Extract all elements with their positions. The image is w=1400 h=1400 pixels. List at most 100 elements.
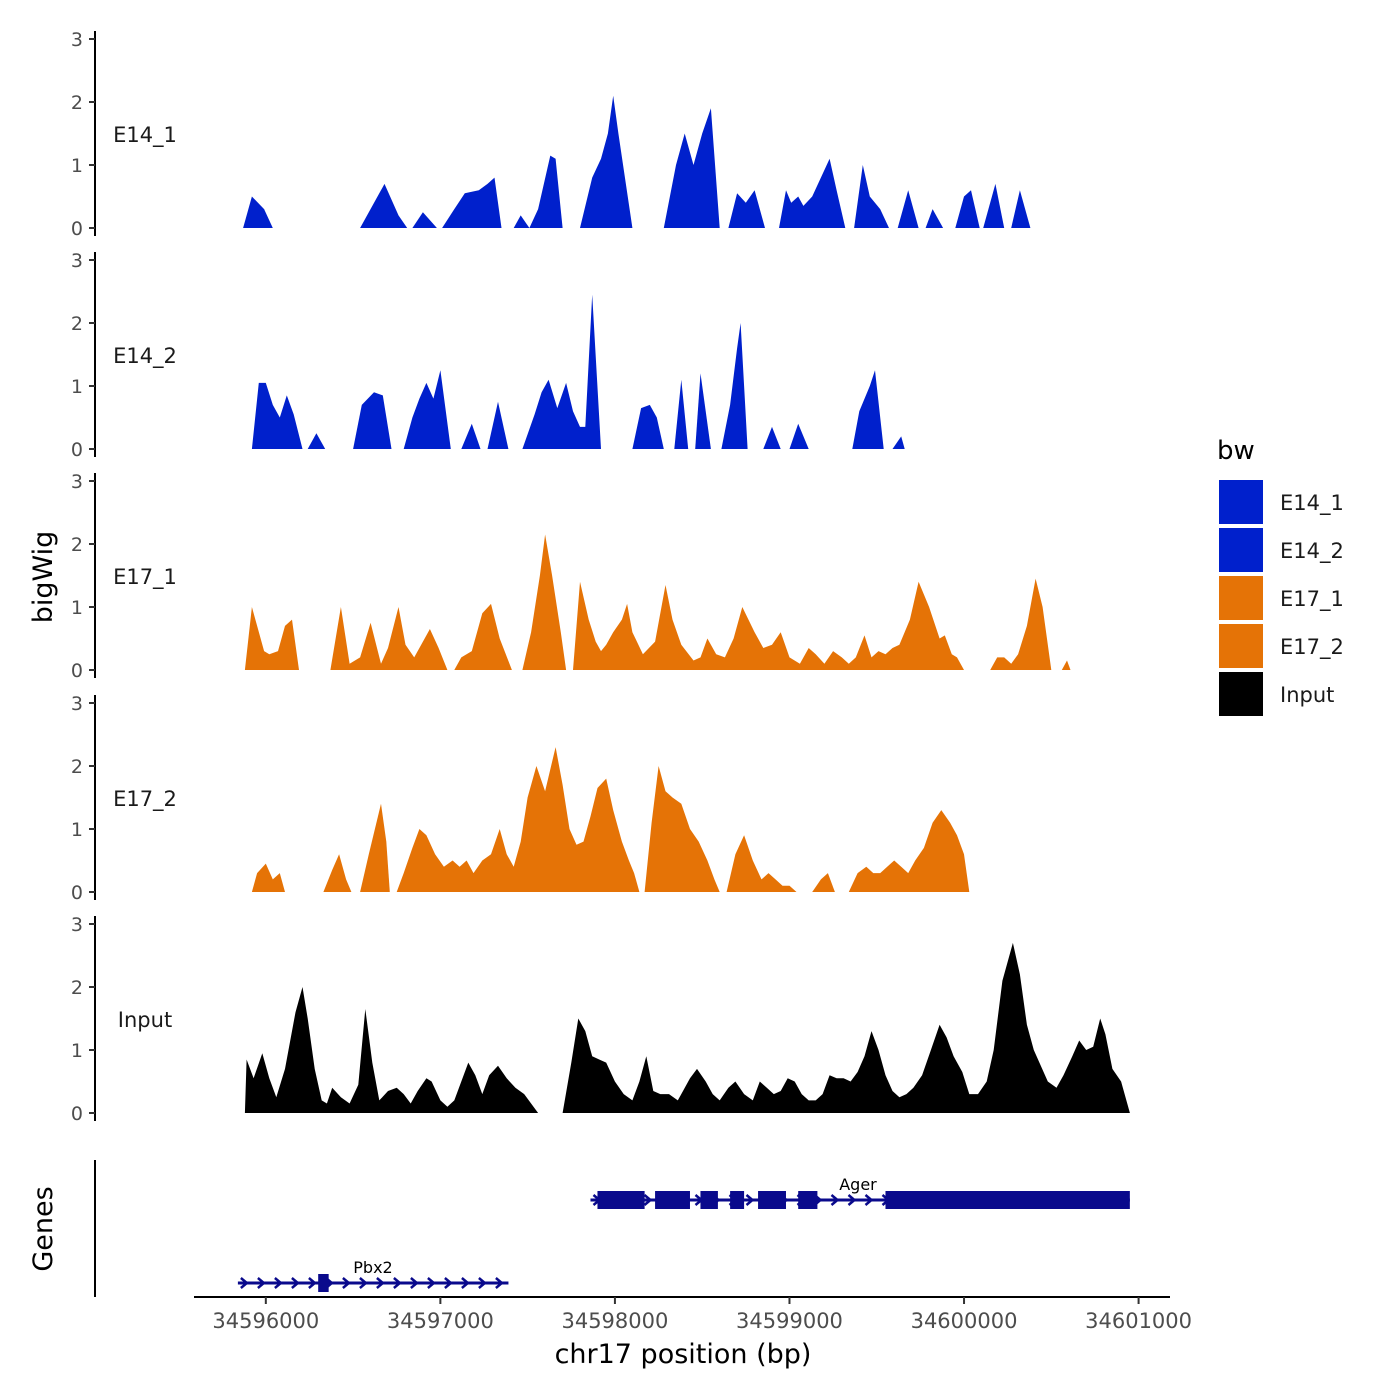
signal-area-E14_2 [695,373,711,449]
legend-label-E14_2: E14_2 [1280,539,1344,564]
legend-swatch-E14_2 [1219,528,1263,572]
strand-arrow [643,1194,653,1206]
y-tick-label: 1 [71,597,83,619]
signal-area-E14_1 [983,183,1005,228]
strand-arrow [745,1194,755,1206]
signal-area-E17_2 [251,863,285,892]
signal-area-E14_1 [360,183,408,228]
signal-area-E14_1 [529,155,563,228]
y-tick-label: 1 [71,819,83,841]
y-tick-label: 3 [71,914,83,936]
x-tick-label: 34596000 [212,1309,319,1333]
track-panels: 0 1 2 3 E14_1 0 1 2 3 E14_2 0 1 2 3 E17_1 0 1 2 3 E17_2 0 1 2 3… [71,29,1130,1125]
gene-Ager: Ager [590,1175,1130,1209]
track-label: E14_1 [113,123,177,148]
signal-area-E14_2 [487,401,509,449]
signal-area-E17_2 [360,803,390,892]
legend-title: bw [1217,436,1255,466]
strand-arrow [291,1277,300,1289]
signal-area-Input [244,987,539,1113]
signal-area-E17_1 [454,603,512,670]
panel-E17_2: 0 1 2 3 E17_2 [71,693,970,904]
signal-area-E14_2 [763,426,781,449]
signal-area-E14_1 [513,215,530,228]
gene-exon [730,1191,745,1209]
signal-area-E14_1 [663,108,720,228]
signal-area-E14_2 [721,323,748,449]
strand-arrow [359,1277,368,1289]
y-tick-label: 2 [71,313,83,335]
x-tick-label: 34599000 [736,1309,843,1333]
gene-exon [798,1191,818,1209]
y-tick-label: 0 [71,1103,83,1125]
y-tick-label: 1 [71,1040,83,1062]
panel-Input: 0 1 2 3 Input [71,914,1130,1125]
gene-Pbx2: Pbx2 [237,1258,509,1292]
signal-area-E14_2 [852,370,884,449]
strand-arrow [257,1277,266,1289]
gene-label: Pbx2 [353,1258,392,1277]
strand-arrow [444,1277,453,1289]
y-tick-label: 3 [71,29,83,51]
y-axis-title: bigWig [28,531,59,624]
y-tick-label: 1 [71,376,83,398]
signal-area-E14_2 [353,392,392,449]
signal-area-E14_1 [925,209,944,228]
signal-area-E17_1 [1061,660,1071,670]
signal-area-E17_2 [644,766,720,892]
signal-area-E14_2 [403,370,451,449]
signal-area-E14_2 [674,379,689,449]
signal-area-E14_1 [412,212,437,228]
y-tick-label: 0 [71,660,83,682]
legend-label-E17_2: E17_2 [1280,635,1344,660]
signal-area-E17_2 [726,835,797,892]
strand-arrow [847,1194,857,1206]
signal-area-E14_1 [955,190,980,228]
legend-label-E14_1: E14_1 [1280,491,1344,516]
signal-area-E14_2 [789,423,809,449]
signal-area-E17_1 [244,607,299,670]
signal-area-E17_2 [396,747,640,892]
signal-area-Input [562,942,1130,1113]
y-tick-label: 2 [71,92,83,114]
gene-label: Ager [839,1175,877,1194]
signal-area-E14_2 [522,294,601,449]
signal-area-E14_1 [728,190,765,228]
y-tick-label: 0 [71,882,83,904]
panel-E17_1: 0 1 2 3 E17_1 [71,471,1071,682]
legend: bw E14_1 E14_2 E17_1 E17_2 Input [1217,436,1344,716]
signal-area-E17_2 [323,854,352,892]
signal-area-E14_2 [307,433,326,449]
gene-exon [597,1191,645,1209]
signal-area-E14_1 [854,165,889,228]
signal-area-E17_1 [522,534,567,670]
gene-exon [700,1191,718,1209]
track-label: E14_2 [113,344,177,369]
y-tick-label: 3 [71,250,83,272]
strand-arrow [240,1277,249,1289]
strand-arrow [495,1277,504,1289]
signal-area-E17_1 [573,581,964,670]
track-label: E17_1 [113,565,177,590]
y-tick-label: 3 [71,471,83,493]
x-tick-label: 34600000 [911,1309,1018,1333]
strand-arrow [308,1277,317,1289]
y-tick-label: 3 [71,693,83,715]
signal-area-E14_2 [461,423,481,449]
legend-swatch-E17_2 [1219,624,1263,668]
strand-arrow [461,1277,470,1289]
signal-area-E14_2 [632,404,664,449]
strand-arrow [342,1277,351,1289]
strand-arrow [830,1194,840,1206]
gene-exon [655,1191,690,1209]
signal-area-E17_1 [990,578,1052,670]
signal-area-E14_1 [897,190,919,228]
legend-swatch-E17_1 [1219,576,1263,620]
signal-area-E14_1 [779,158,846,228]
y-tick-label: 0 [71,439,83,461]
signal-area-E14_2 [251,382,303,449]
y-tick-label: 1 [71,155,83,177]
signal-area-E14_1 [442,177,502,228]
y-tick-label: 2 [71,756,83,778]
